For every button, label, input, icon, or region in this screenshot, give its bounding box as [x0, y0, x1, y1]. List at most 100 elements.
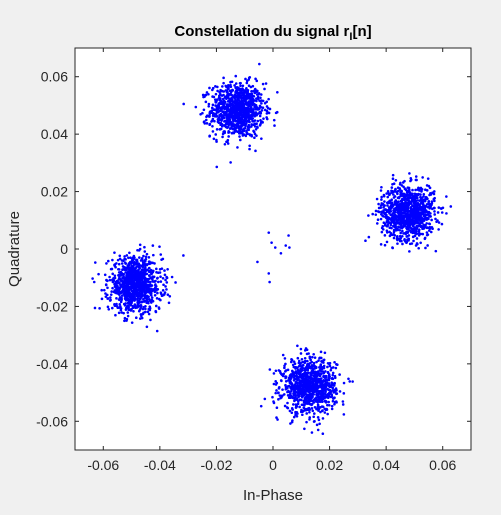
constellation-point: [399, 208, 403, 211]
constellation-point: [237, 114, 241, 118]
constellation-point: [129, 298, 133, 302]
chart-title: Constellation du signal rI[n]: [174, 23, 371, 43]
constellation-point: [313, 390, 317, 394]
constellation-point: [401, 181, 405, 184]
x-tick-label: 0.02: [316, 457, 343, 473]
outlier-point: [267, 272, 271, 275]
constellation-point: [257, 93, 260, 96]
y-axis-label: Quadrature: [6, 211, 23, 287]
constellation-point: [111, 278, 114, 282]
constellation-point: [423, 217, 426, 220]
constellation-point: [294, 370, 298, 374]
constellation-point: [319, 350, 323, 354]
constellation-point: [375, 197, 379, 201]
constellation-point: [314, 397, 318, 400]
constellation-point: [124, 302, 127, 305]
constellation-point: [296, 344, 299, 348]
constellation-point: [94, 261, 97, 264]
constellation-point: [413, 203, 417, 207]
constellation-point: [302, 406, 306, 410]
constellation-point: [380, 230, 384, 234]
constellation-point: [298, 405, 301, 409]
constellation-point: [260, 109, 264, 112]
constellation-point: [320, 379, 323, 383]
constellation-point: [249, 101, 252, 104]
constellation-point: [243, 103, 246, 107]
constellation-point: [319, 389, 322, 393]
constellation-point: [326, 412, 329, 416]
constellation-point: [144, 299, 147, 303]
constellation-point: [121, 289, 124, 293]
constellation-point: [333, 374, 337, 378]
constellation-point: [348, 380, 352, 383]
constellation-point: [380, 195, 383, 199]
constellation-point: [388, 200, 392, 203]
constellation-point: [305, 385, 308, 389]
constellation-point: [314, 400, 318, 403]
constellation-point: [259, 93, 263, 96]
constellation-point: [396, 203, 399, 206]
constellation-point: [419, 241, 422, 245]
constellation-point: [294, 365, 297, 369]
constellation-point: [146, 280, 149, 283]
outlier-point: [288, 246, 291, 249]
constellation-point: [106, 305, 110, 309]
constellation-point: [149, 284, 152, 288]
constellation-point: [219, 123, 222, 127]
constellation-point: [377, 210, 381, 214]
outlier-point: [284, 244, 288, 247]
constellation-point: [411, 210, 414, 214]
constellation-point: [296, 377, 299, 380]
constellation-point: [433, 213, 436, 216]
constellation-point: [277, 391, 280, 394]
constellation-point: [307, 352, 310, 355]
constellation-point: [210, 120, 213, 123]
outlier-point: [267, 231, 271, 234]
constellation-point: [294, 406, 298, 409]
constellation-point: [107, 307, 111, 311]
constellation-point: [428, 203, 431, 207]
constellation-point: [387, 217, 391, 221]
constellation-point: [292, 415, 296, 419]
constellation-point: [103, 273, 107, 277]
constellation-point: [292, 360, 296, 363]
constellation-point: [245, 117, 248, 121]
constellation-point: [391, 177, 395, 181]
y-tick-label: -0.02: [36, 298, 68, 314]
constellation-point: [117, 262, 121, 266]
constellation-point: [145, 252, 149, 256]
constellation-point: [296, 402, 300, 406]
constellation-point: [151, 261, 154, 265]
constellation-point: [331, 386, 335, 390]
constellation-point: [335, 392, 339, 395]
constellation-point: [221, 110, 224, 114]
x-tick-label: 0: [269, 457, 277, 473]
constellation-point: [279, 379, 283, 382]
constellation-point: [302, 400, 306, 404]
constellation-point: [424, 210, 427, 214]
constellation-point: [326, 387, 329, 391]
constellation-point: [208, 123, 211, 127]
constellation-point: [429, 215, 432, 218]
constellation-point: [420, 190, 423, 193]
constellation-point: [307, 362, 311, 366]
constellation-point: [170, 275, 174, 279]
constellation-point: [290, 358, 294, 362]
constellation-point: [301, 374, 305, 378]
y-tick-label: 0: [60, 241, 68, 257]
constellation-point: [243, 133, 246, 136]
constellation-point: [121, 268, 124, 271]
constellation-point: [330, 407, 334, 411]
constellation-point: [239, 119, 243, 123]
x-tick-label: 0.04: [373, 457, 400, 473]
constellation-point: [385, 192, 388, 195]
constellation-point: [223, 100, 227, 104]
constellation-point: [142, 305, 145, 309]
constellation-point: [272, 401, 276, 405]
constellation-point: [303, 427, 306, 431]
constellation-point: [144, 307, 147, 311]
constellation-point: [341, 400, 345, 403]
constellation-point: [407, 209, 410, 213]
constellation-point: [315, 379, 318, 383]
constellation-point: [127, 276, 130, 280]
